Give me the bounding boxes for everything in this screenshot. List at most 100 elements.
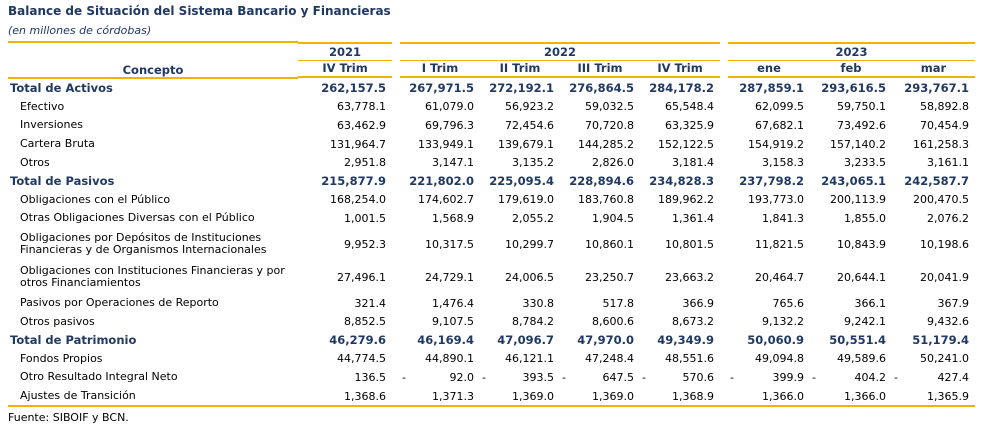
- row-label: Otro Resultado Integral Neto: [20, 370, 178, 384]
- value-cell: 67,682.1: [728, 116, 810, 135]
- value-text: 174,602.7: [418, 193, 474, 207]
- period-header-row: IV Trim I Trim II Trim III Trim IV Trim …: [8, 61, 976, 78]
- value-cell: 215,877.9: [298, 172, 392, 191]
- value-cell: 131,964.7: [298, 135, 392, 154]
- table-row: Otras Obligaciones Diversas con el Públi…: [8, 209, 975, 228]
- value-text: 8,852.5: [344, 315, 386, 329]
- value-text: 3,158.3: [762, 156, 805, 170]
- negative-sign: -: [642, 370, 646, 384]
- value-cell: 1,361.4: [640, 209, 720, 228]
- value-text: 10,299.7: [505, 237, 554, 251]
- period-header: I Trim: [400, 61, 480, 78]
- value-cell: 62,099.5: [728, 98, 810, 117]
- source-note: Fuente: SIBOIF y BCN.: [8, 411, 129, 424]
- value-cell: 69,796.3: [400, 116, 480, 135]
- value-cell: 47,970.0: [560, 331, 640, 350]
- value-text: 24,729.1: [425, 270, 474, 284]
- value-text: 47,248.4: [585, 352, 634, 366]
- value-cell: 321.4: [298, 294, 392, 313]
- value-cell: 9,242.1: [810, 312, 892, 331]
- value-text: 46,279.6: [329, 333, 386, 348]
- row-label: Total de Patrimonio: [10, 333, 137, 348]
- value-text: 10,317.5: [425, 237, 474, 251]
- value-text: 287,859.1: [739, 80, 805, 95]
- value-cell: 10,299.7: [480, 228, 560, 261]
- value-text: 404.2: [854, 370, 887, 384]
- year-header-row: Concepto 2021 2022 2023: [8, 41, 976, 79]
- value-text: 46,169.4: [417, 333, 474, 348]
- value-text: 62,099.5: [755, 100, 805, 114]
- period-header: feb: [810, 61, 893, 78]
- row-label: Total de Pasivos: [10, 174, 115, 189]
- value-cell: 1,366.0: [728, 386, 811, 408]
- value-text: 570.6: [682, 370, 715, 384]
- value-cell: - 647.5: [560, 368, 640, 387]
- value-cell: 23,250.7: [560, 261, 640, 294]
- value-text: 272,192.1: [489, 80, 554, 95]
- value-cell: 367.9: [892, 294, 975, 313]
- row-label: Pasivos por Operaciones de Reporto: [20, 296, 219, 310]
- row-label: Ajustes de Transición: [8, 386, 298, 408]
- table-row: Ajustes de Transición 1,368.6 1,371.3 1,369…: [8, 386, 976, 408]
- value-cell: 20,464.7: [728, 261, 810, 294]
- value-text: 647.5: [602, 370, 635, 384]
- value-cell: - 399.9: [728, 368, 810, 387]
- value-text: 3,161.1: [927, 156, 970, 170]
- value-text: 2,055.2: [512, 211, 554, 225]
- document-title: Balance de Situación del Sistema Bancari…: [8, 4, 391, 18]
- value-cell: 10,198.6: [892, 228, 975, 261]
- value-text: 50,551.4: [829, 333, 887, 348]
- value-text: 517.8: [602, 296, 635, 310]
- value-cell: 1,841.3: [728, 209, 810, 228]
- value-text: 73,492.6: [837, 118, 887, 132]
- value-text: 23,250.7: [585, 270, 634, 284]
- value-text: 10,860.1: [585, 237, 634, 251]
- value-text: 189,962.2: [658, 193, 715, 207]
- period-header: IV Trim: [640, 61, 721, 78]
- table-row: Efectivo 63,778.1 61,079.0 56,923.2 59,032.5…: [8, 98, 975, 117]
- row-label: Efectivo: [20, 99, 65, 113]
- value-text: 321.4: [354, 296, 387, 310]
- value-text: 215,877.9: [321, 174, 386, 189]
- value-text: 2,951.8: [344, 156, 386, 170]
- value-text: 61,079.0: [425, 100, 474, 114]
- table-row: Obligaciones con Instituciones Financier…: [8, 261, 975, 294]
- value-cell: 63,462.9: [298, 116, 392, 135]
- value-text: 3,233.5: [844, 156, 887, 170]
- period-header: III Trim: [560, 61, 640, 78]
- value-cell: 276,864.5: [560, 78, 640, 98]
- value-cell: 1,369.0: [560, 386, 640, 408]
- table-row: Otro Resultado Integral Neto 136.5-92.0-3…: [8, 368, 975, 387]
- value-cell: 9,952.3: [298, 228, 392, 261]
- value-text: 366.1: [854, 296, 887, 310]
- value-cell: 9,432.6: [892, 312, 975, 331]
- value-cell: 65,548.4: [640, 98, 720, 117]
- value-text: 10,198.6: [920, 237, 970, 251]
- value-text: 59,750.1: [837, 100, 887, 114]
- value-cell: 1,855.0: [810, 209, 892, 228]
- value-cell: 330.8: [480, 294, 560, 313]
- value-cell: 46,121.1: [480, 350, 560, 369]
- value-text: 63,325.9: [665, 118, 715, 132]
- value-text: 136.5: [354, 370, 387, 384]
- value-text: 72,454.6: [505, 118, 554, 132]
- balance-table: Concepto 2021 2022 2023 IV Trim I Trim I…: [8, 41, 976, 408]
- value-cell: 200,113.9: [810, 191, 892, 210]
- value-cell: 2,826.0: [560, 153, 640, 172]
- value-cell: 70,720.8: [560, 116, 640, 135]
- value-text: 157,140.2: [830, 137, 887, 151]
- value-text: 1,369.0: [592, 389, 634, 403]
- value-text: 228,894.6: [569, 174, 634, 189]
- value-text: 765.6: [772, 296, 805, 310]
- value-text: 284,178.2: [649, 80, 715, 95]
- value-text: 276,864.5: [569, 80, 634, 95]
- value-text: 168,254.0: [330, 193, 386, 207]
- value-cell: 48,551.6: [640, 350, 720, 369]
- value-text: 179,619.0: [498, 193, 554, 207]
- value-cell: 3,181.4: [640, 153, 720, 172]
- value-cell: 133,949.1: [400, 135, 480, 154]
- value-cell: 225,095.4: [480, 172, 560, 191]
- value-cell: 3,233.5: [810, 153, 892, 172]
- value-cell: 287,859.1: [728, 78, 810, 98]
- value-cell: 1,001.5: [298, 209, 392, 228]
